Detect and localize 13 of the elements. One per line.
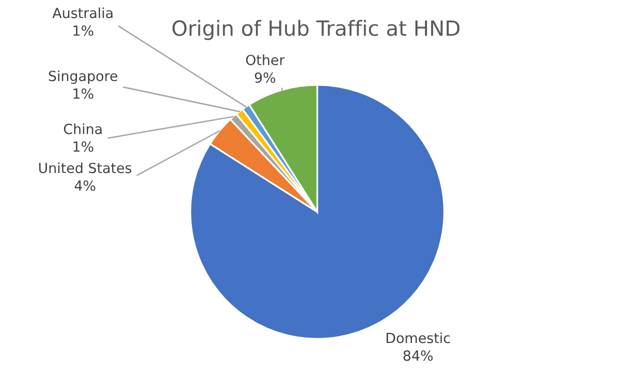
slice-label: Australia xyxy=(52,7,112,18)
data-label: 4% xyxy=(74,180,96,191)
slice-label: China xyxy=(64,123,102,134)
slice-label: United States xyxy=(39,162,132,174)
slice-label: Other xyxy=(246,54,285,66)
slice-label: Singapore xyxy=(48,70,118,84)
data-label: 84% xyxy=(404,350,433,361)
text: Origin of Hub Traffic at HND xyxy=(172,20,460,40)
slice-label: Domestic xyxy=(386,332,450,344)
data-label: 9% xyxy=(254,72,276,83)
data-label: 1% xyxy=(74,25,94,36)
data-label: 1% xyxy=(74,141,94,152)
data-label: 1% xyxy=(74,88,94,99)
